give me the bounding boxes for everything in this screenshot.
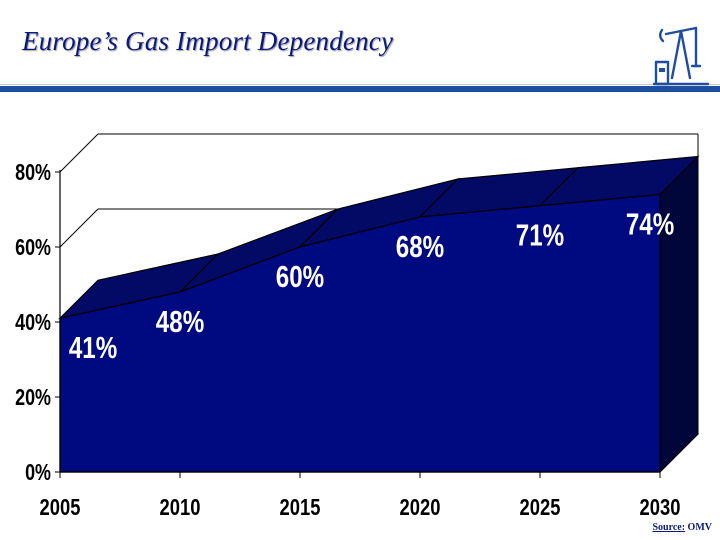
- oil-pump-icon: [652, 26, 710, 86]
- data-label: 60%: [276, 259, 324, 294]
- page-title: Europe’s Gas Import Dependency: [22, 26, 394, 56]
- x-tick-label: 2015: [280, 495, 321, 520]
- source-label: Source:: [652, 522, 686, 533]
- y-tick-label: 80%: [15, 160, 51, 186]
- title-rule-highlight: [0, 84, 720, 85]
- area-front-face: [59, 193, 661, 473]
- title-rule: [0, 86, 720, 92]
- y-tick-label: 0%: [25, 460, 51, 486]
- gridline-side: [59, 208, 99, 248]
- x-tick-label: 2030: [640, 495, 681, 520]
- gridline-side: [59, 133, 99, 173]
- data-label: 41%: [69, 330, 117, 365]
- data-label: 74%: [626, 207, 674, 242]
- y-tick-label: 20%: [15, 385, 51, 411]
- data-label: 68%: [396, 229, 444, 264]
- source-note: Source: OMV: [652, 522, 712, 533]
- y-tick-label: 60%: [15, 235, 51, 261]
- x-tick-label: 2020: [400, 495, 441, 520]
- x-tick-label: 2005: [40, 495, 81, 520]
- x-tick-label: 2025: [520, 495, 561, 520]
- data-label: 48%: [156, 304, 204, 339]
- x-tick-label: 2010: [160, 495, 201, 520]
- area-side-face: [659, 155, 699, 474]
- source-value: OMV: [687, 522, 712, 533]
- y-tick-label: 40%: [15, 310, 51, 336]
- data-label: 71%: [516, 218, 564, 253]
